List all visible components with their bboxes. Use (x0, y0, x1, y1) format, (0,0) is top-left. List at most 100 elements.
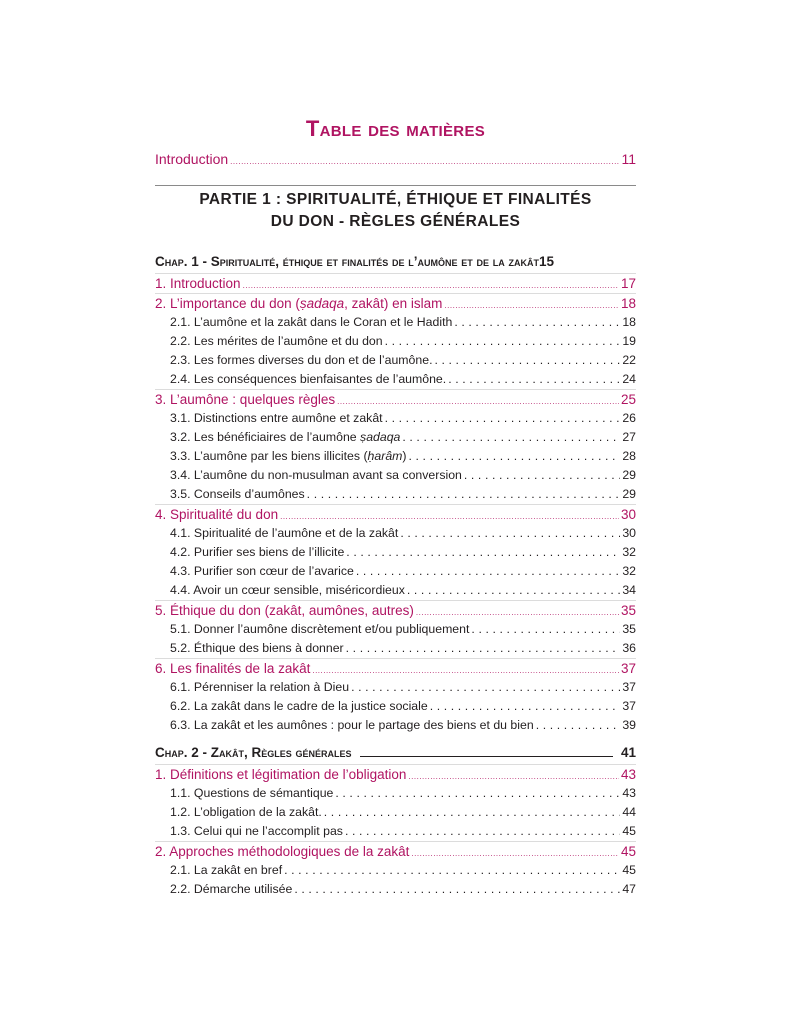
toc-subsection[interactable]: 6.1. Pérenniser la relation à Dieu......… (155, 678, 636, 697)
toc-section[interactable]: 1. Introduction.........................… (155, 273, 636, 293)
entry-label: 6.1. Pérenniser la relation à Dieu (170, 678, 349, 697)
entry-page: 36 (622, 641, 636, 655)
toc-subsection[interactable]: 3.2. Les bénéficiaires de l’aumône ṣadaq… (155, 428, 636, 447)
dot-leader: ........................................… (406, 583, 620, 597)
part-heading-line2: DU DON - RÈGLES GÉNÉRALES (270, 213, 521, 230)
entry-page: 17 (620, 276, 636, 291)
entry-label-text: 4.2. Purifier ses biens de l’illicite (170, 545, 345, 559)
dot-leader: ........................................… (384, 334, 621, 348)
dot-leader: ........................................… (345, 641, 621, 655)
dot-leader: ........................................… (535, 718, 621, 732)
toc-section[interactable]: 6. Les finalités de la zakât............… (155, 658, 636, 678)
chapter-page: 41 (620, 745, 636, 760)
entry-page: 37 (622, 680, 636, 694)
dot-leader: ........................................… (400, 526, 620, 540)
toc-subsection[interactable]: 4.3. Purifier son cœur de l’avarice.....… (155, 562, 636, 581)
dot-leader: ........................................… (306, 487, 621, 501)
entry-page: 37 (620, 661, 636, 676)
entry-page: 32 (622, 564, 636, 578)
entry-label: 3.1. Distinctions entre aumône et zakât (170, 409, 383, 428)
toc-subsection[interactable]: 4.2. Purifier ses biens de l’illicite...… (155, 543, 636, 562)
entry-page: 35 (622, 622, 636, 636)
dot-leader: ........................................… (335, 786, 621, 800)
entry-label: 1. Définitions et légitimation de l’obli… (155, 765, 406, 784)
entry-label: 5.1. Donner l’aumône discrètement et/ou … (170, 620, 469, 639)
toc-subsection[interactable]: 6.2. La zakât dans le cadre de la justic… (155, 697, 636, 716)
dot-leader: ........................................… (402, 430, 620, 444)
entry-label-text: 2.2. Les mérites de l’aumône et du don (170, 334, 383, 348)
toc-section[interactable]: 1. Définitions et légitimation de l’obli… (155, 764, 636, 784)
entry-label-italic: ṣadaqa (360, 430, 401, 444)
chapter-label: Chap. 1 - Spiritualité, éthique et final… (155, 254, 540, 269)
toc-subsection[interactable]: 2.2. Les mérites de l’aumône et du don..… (155, 332, 636, 351)
toc-subsection[interactable]: 3.5. Conseils d’aumônes.................… (155, 485, 636, 504)
chapter-label: Chap. 2 - Zakât, Règles générales (155, 745, 352, 760)
entry-label-text-end: , zakât) en islam (344, 296, 443, 311)
toc-subsection[interactable]: 3.1. Distinctions entre aumône et zakât.… (155, 409, 636, 428)
entry-label-text: 2.4. Les conséquences bienfaisantes de l… (170, 372, 447, 386)
entry-label-text: 1.1. Questions de sémantique (170, 786, 334, 800)
toc-entry-introduction[interactable]: Introduction ...........................… (155, 150, 636, 169)
entry-label-text: 1. Définitions et légitimation de l’obli… (155, 767, 407, 782)
entry-page: 34 (622, 583, 636, 597)
entry-label-text: 2.1. La zakât en bref (170, 863, 283, 877)
dot-leader: ........................................… (463, 468, 620, 482)
dot-leader: ........................................… (242, 281, 619, 290)
toc-subsection[interactable]: 4.4. Avoir un cœur sensible, miséricordi… (155, 581, 636, 600)
dot-leader: ........................................… (448, 372, 620, 386)
entry-label-text: 4.1. Spiritualité de l’aumône et de la z… (170, 526, 399, 540)
dot-leader: ........................................… (312, 666, 619, 675)
toc-subsection[interactable]: 2.2. Démarche utilisée..................… (155, 880, 636, 899)
toc-subsection[interactable]: 5.1. Donner l’aumône discrètement et/ou … (155, 620, 636, 639)
toc-subsection[interactable]: 6.3. La zakât et les aumônes : pour le p… (155, 716, 636, 735)
toc-subsection[interactable]: 4.1. Spiritualité de l’aumône et de la z… (155, 524, 636, 543)
dot-leader: ........................................… (384, 411, 621, 425)
toc-subsection[interactable]: 1.3. Celui qui ne l’accomplit pas.......… (155, 822, 636, 841)
entry-label: 2.1. La zakât en bref (170, 861, 282, 880)
entry-label-text: 4.3. Purifier son cœur de l’avarice (170, 564, 354, 578)
entry-label-text: 3.2. Les bénéficiaires de l’aumône (170, 430, 361, 444)
entry-label-text: 3. L’aumône : quelques règles (155, 392, 336, 407)
entry-label-text: 3.4. L’aumône du non-musulman avant sa c… (170, 468, 462, 482)
dot-leader: ........................................… (280, 512, 619, 521)
dot-leader: ........................................… (434, 353, 621, 367)
entry-page: 29 (622, 487, 636, 501)
dot-leader: ........................................… (408, 772, 619, 781)
divider (155, 185, 636, 186)
entry-label: 2.3. Les formes diverses du don et de l’… (170, 351, 433, 370)
chapter-heading-1[interactable]: Chap. 1 - Spiritualité, éthique et final… (155, 252, 640, 272)
entry-label-text: 4. Spiritualité du don (155, 507, 279, 522)
entry-label: 1. Introduction (155, 274, 241, 293)
toc-subsection[interactable]: 1.2. L’obligation de la zakât...........… (155, 803, 636, 822)
toc-subsection[interactable]: 5.2. Éthique des biens à donner.........… (155, 639, 636, 658)
dot-leader: ........................................… (408, 449, 621, 463)
toc-section[interactable]: 3. L’aumône : quelques règles...........… (155, 389, 636, 409)
toc-section[interactable]: 2. Approches méthodologiques de la zakât… (155, 841, 636, 861)
entry-label: 1.1. Questions de sémantique (170, 784, 333, 803)
dot-leader: ........................................… (294, 882, 620, 896)
entry-page: 45 (620, 844, 636, 859)
entry-label: 4. Spiritualité du don (155, 505, 278, 524)
toc-subsection[interactable]: 3.4. L’aumône du non-musulman avant sa c… (155, 466, 636, 485)
entry-label-text: 1.3. Celui qui ne l’accomplit pas (170, 824, 343, 838)
toc-subsection[interactable]: 3.3. L’aumône par les biens illicites (ḥ… (155, 447, 636, 466)
toc-subsection[interactable]: 1.1. Questions de sémantique............… (155, 784, 636, 803)
toc-subsection[interactable]: 2.3. Les formes diverses du don et de l’… (155, 351, 636, 370)
entry-label: 5. Éthique du don (zakât, aumônes, autre… (155, 601, 414, 620)
entry-label: 3.2. Les bénéficiaires de l’aumône ṣadaq… (170, 428, 400, 447)
toc-subsection[interactable]: 2.4. Les conséquences bienfaisantes de l… (155, 370, 636, 389)
toc-subsection[interactable]: 2.1. L’aumône et la zakât dans le Coran … (155, 313, 636, 332)
toc-section[interactable]: 2. L’importance du don (ṣadaqa, zakât) e… (155, 293, 636, 313)
toc-section[interactable]: 5. Éthique du don (zakât, aumônes, autre… (155, 600, 636, 620)
entry-label-text: 4.4. Avoir un cœur sensible, miséricordi… (170, 583, 405, 597)
dot-leader: ........................................… (471, 622, 620, 636)
chapter-heading-2[interactable]: Chap. 2 - Zakât, Règles générales 41 (155, 742, 636, 762)
chapter-1-entries: 1. Introduction.........................… (155, 273, 636, 735)
entry-label: 3. L’aumône : quelques règles (155, 390, 335, 409)
entry-label: Introduction (155, 151, 229, 167)
toc-subsection[interactable]: 2.1. La zakât en bref...................… (155, 861, 636, 880)
dot-leader: ........................................… (351, 680, 620, 694)
dot-leader: ........................................… (429, 699, 621, 713)
entry-page: 30 (620, 507, 636, 522)
toc-section[interactable]: 4. Spiritualité du don..................… (155, 504, 636, 524)
